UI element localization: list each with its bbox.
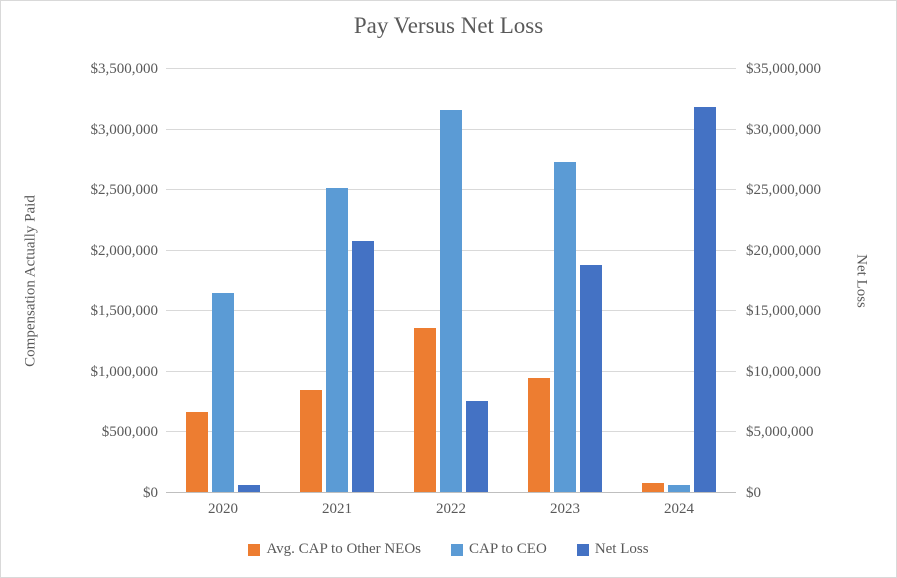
- x-tick-label: 2023: [550, 501, 580, 517]
- x-tick-label: 2024: [664, 501, 694, 517]
- legend-swatch-icon: [576, 543, 589, 556]
- bar: [300, 390, 322, 493]
- bar-group: [166, 69, 280, 493]
- y-tick-label-right: $35,000,000: [746, 61, 821, 77]
- y-tick-label-right: $25,000,000: [746, 182, 821, 199]
- bar: [694, 107, 716, 493]
- bar: [528, 378, 550, 493]
- bar: [238, 485, 260, 493]
- y-tick-label-right: $5,000,000: [746, 424, 814, 441]
- y-tick-label-left: $2,500,000: [90, 182, 159, 199]
- bar: [326, 188, 348, 493]
- chart-title: Pay Versus Net Loss: [353, 13, 544, 38]
- legend-label: Avg. CAP to Other NEOs: [266, 541, 422, 557]
- right-axis-ticks: $0 $5,000,000 $10,000,000 $15,000,000 $20,00…: [746, 1, 886, 577]
- bar: [440, 110, 462, 493]
- x-axis-line: [166, 492, 736, 493]
- legend-item: CAP to CEO: [451, 541, 547, 558]
- legend-label: Net Loss: [594, 541, 649, 557]
- y-tick-label-left: $1,000,000: [90, 363, 159, 380]
- y-tick-label-right: $30,000,000: [746, 121, 821, 138]
- legend-swatch-icon: [248, 543, 261, 556]
- y-tick-label-left: $500,000: [101, 424, 158, 441]
- bar: [668, 485, 690, 493]
- legend-swatch-icon: [451, 543, 464, 556]
- bar: [554, 162, 576, 493]
- y-tick-label-right: $10,000,000: [746, 363, 821, 380]
- bar: [580, 265, 602, 493]
- legend-item: Avg. CAP to Other NEOs: [248, 541, 421, 558]
- bar-groups: [166, 69, 736, 493]
- y-tick-label-left: $3,000,000: [90, 121, 159, 138]
- legend-label: CAP to CEO: [469, 541, 547, 557]
- left-axis-ticks: $0 $500,000 $1,000,000 $1,500,000 $2,000,000…: [1, 1, 159, 577]
- legend-item: Net Loss: [576, 541, 649, 558]
- legend: Avg. CAP to Other NEOs CAP to CEO Net Loss: [1, 541, 896, 558]
- bar: [352, 241, 374, 493]
- bar: [414, 328, 436, 493]
- bar: [186, 412, 208, 493]
- y-tick-label-left: $0: [143, 485, 158, 501]
- bar-group: [280, 69, 394, 493]
- bar: [642, 483, 664, 493]
- y-tick-label-right: $15,000,000: [746, 303, 821, 320]
- y-tick-label-left: $3,500,000: [90, 61, 159, 77]
- plot-area: [166, 68, 736, 493]
- x-tick-label: 2022: [436, 501, 466, 517]
- y-tick-label-right: $20,000,000: [746, 242, 821, 259]
- bar-group: [508, 69, 622, 493]
- x-tick-label: 2021: [322, 501, 352, 517]
- bar: [212, 293, 234, 493]
- y-tick-label-left: $2,000,000: [90, 242, 159, 259]
- y-tick-label-right: $0: [746, 485, 761, 501]
- x-tick-label: 2020: [208, 501, 238, 517]
- bar: [466, 401, 488, 493]
- bar-group: [622, 69, 736, 493]
- bar-group: [394, 69, 508, 493]
- y-tick-label-left: $1,500,000: [90, 303, 159, 320]
- x-axis-labels: 2020 2021 2022 2023 2024: [166, 501, 736, 518]
- gridline: [166, 68, 736, 69]
